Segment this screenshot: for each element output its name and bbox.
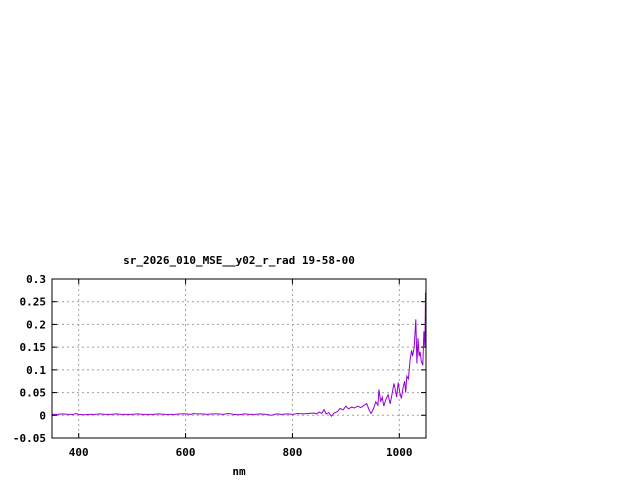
x-tick-label: 800 [282, 446, 302, 459]
x-tick-label: 400 [69, 446, 89, 459]
y-tick-label: 0.2 [26, 318, 46, 331]
x-tick-label: 1000 [386, 446, 413, 459]
grid [52, 279, 426, 438]
series-line [52, 292, 427, 418]
y-tick-label: -0.05 [13, 432, 46, 445]
plot-frame [51, 278, 427, 439]
y-tick-label: 0.3 [26, 273, 46, 286]
x-tick-label: 600 [176, 446, 196, 459]
ticks: 400 600 800 1000 -0.05 0 0.05 0.1 0.15 0.2 0.25 0.3 [13, 273, 426, 459]
x-axis-label: nm [232, 465, 246, 478]
y-tick-label: 0.05 [20, 387, 47, 400]
y-tick-label: 0.1 [26, 364, 46, 377]
y-tick-label: 0 [39, 409, 46, 422]
chart-title: sr_2026_010_MSE__y02_r_rad 19-58-00 [123, 254, 355, 267]
y-tick-label: 0.25 [20, 296, 47, 309]
y-tick-label: 0.15 [20, 341, 47, 354]
